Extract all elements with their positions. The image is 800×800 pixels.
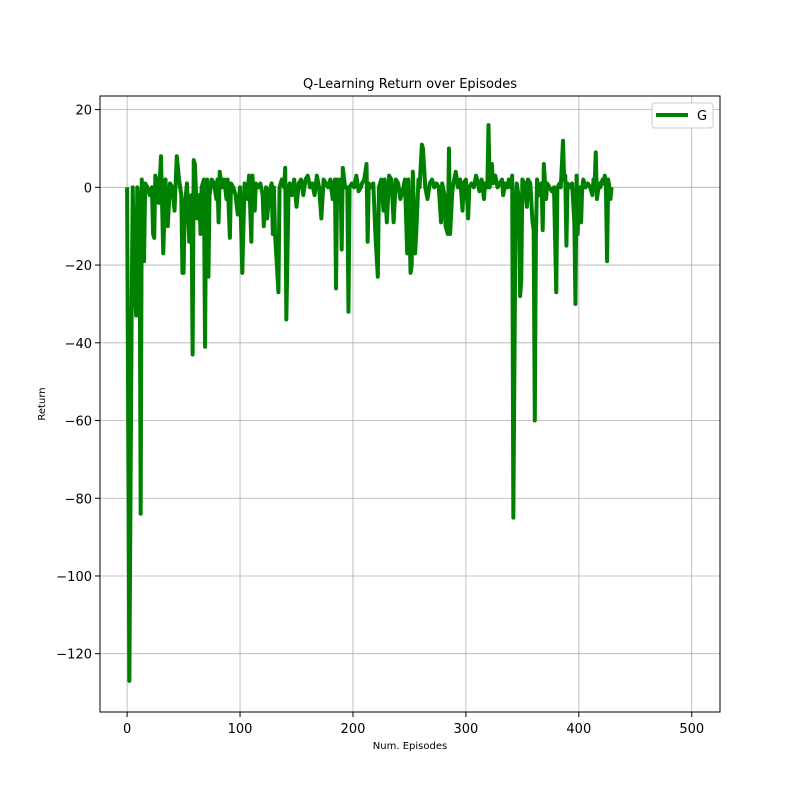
series-line-g <box>125 123 614 683</box>
y-tick-label: −80 <box>65 492 92 507</box>
x-tick-label: 400 <box>566 722 591 737</box>
chart-title: Q-Learning Return over Episodes <box>303 77 517 92</box>
y-axis-label: Return <box>37 387 48 420</box>
legend: G <box>651 102 714 129</box>
y-tick-label: −40 <box>65 337 92 352</box>
y-tick-label: −20 <box>65 259 92 274</box>
plot-frame <box>99 95 721 713</box>
x-axis-label: Num. Episodes <box>373 741 447 752</box>
x-tick-label: 500 <box>679 722 704 737</box>
y-tick-label: −60 <box>65 415 92 430</box>
y-tick-label: −100 <box>56 570 92 585</box>
y-tick-label: 20 <box>75 104 92 119</box>
x-tick-label: 300 <box>453 722 478 737</box>
plot-area <box>125 123 614 683</box>
x-tick-label: 200 <box>341 722 366 737</box>
x-tick-label: 0 <box>123 722 131 737</box>
legend-label-g: G <box>697 109 707 124</box>
x-tick-label: 100 <box>228 722 253 737</box>
y-tick-label: 0 <box>84 181 92 196</box>
y-tick-label: −120 <box>56 648 92 663</box>
